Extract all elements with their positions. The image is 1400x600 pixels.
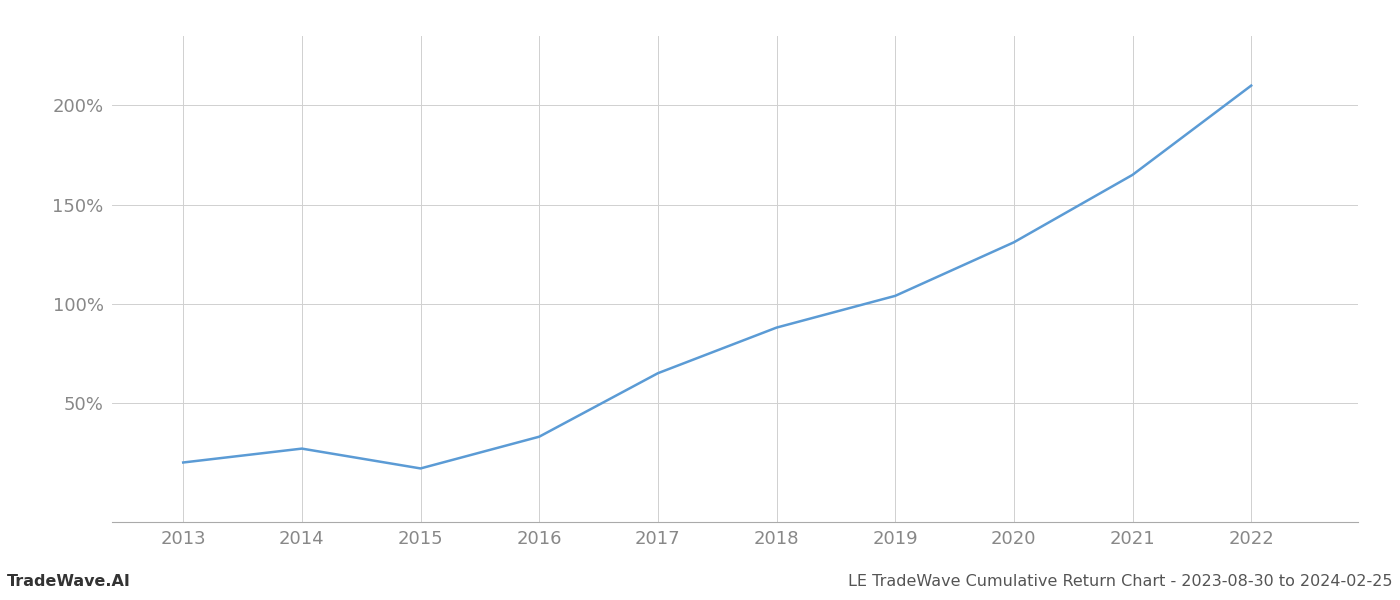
Text: LE TradeWave Cumulative Return Chart - 2023-08-30 to 2024-02-25: LE TradeWave Cumulative Return Chart - 2… — [848, 574, 1393, 589]
Text: TradeWave.AI: TradeWave.AI — [7, 574, 130, 589]
